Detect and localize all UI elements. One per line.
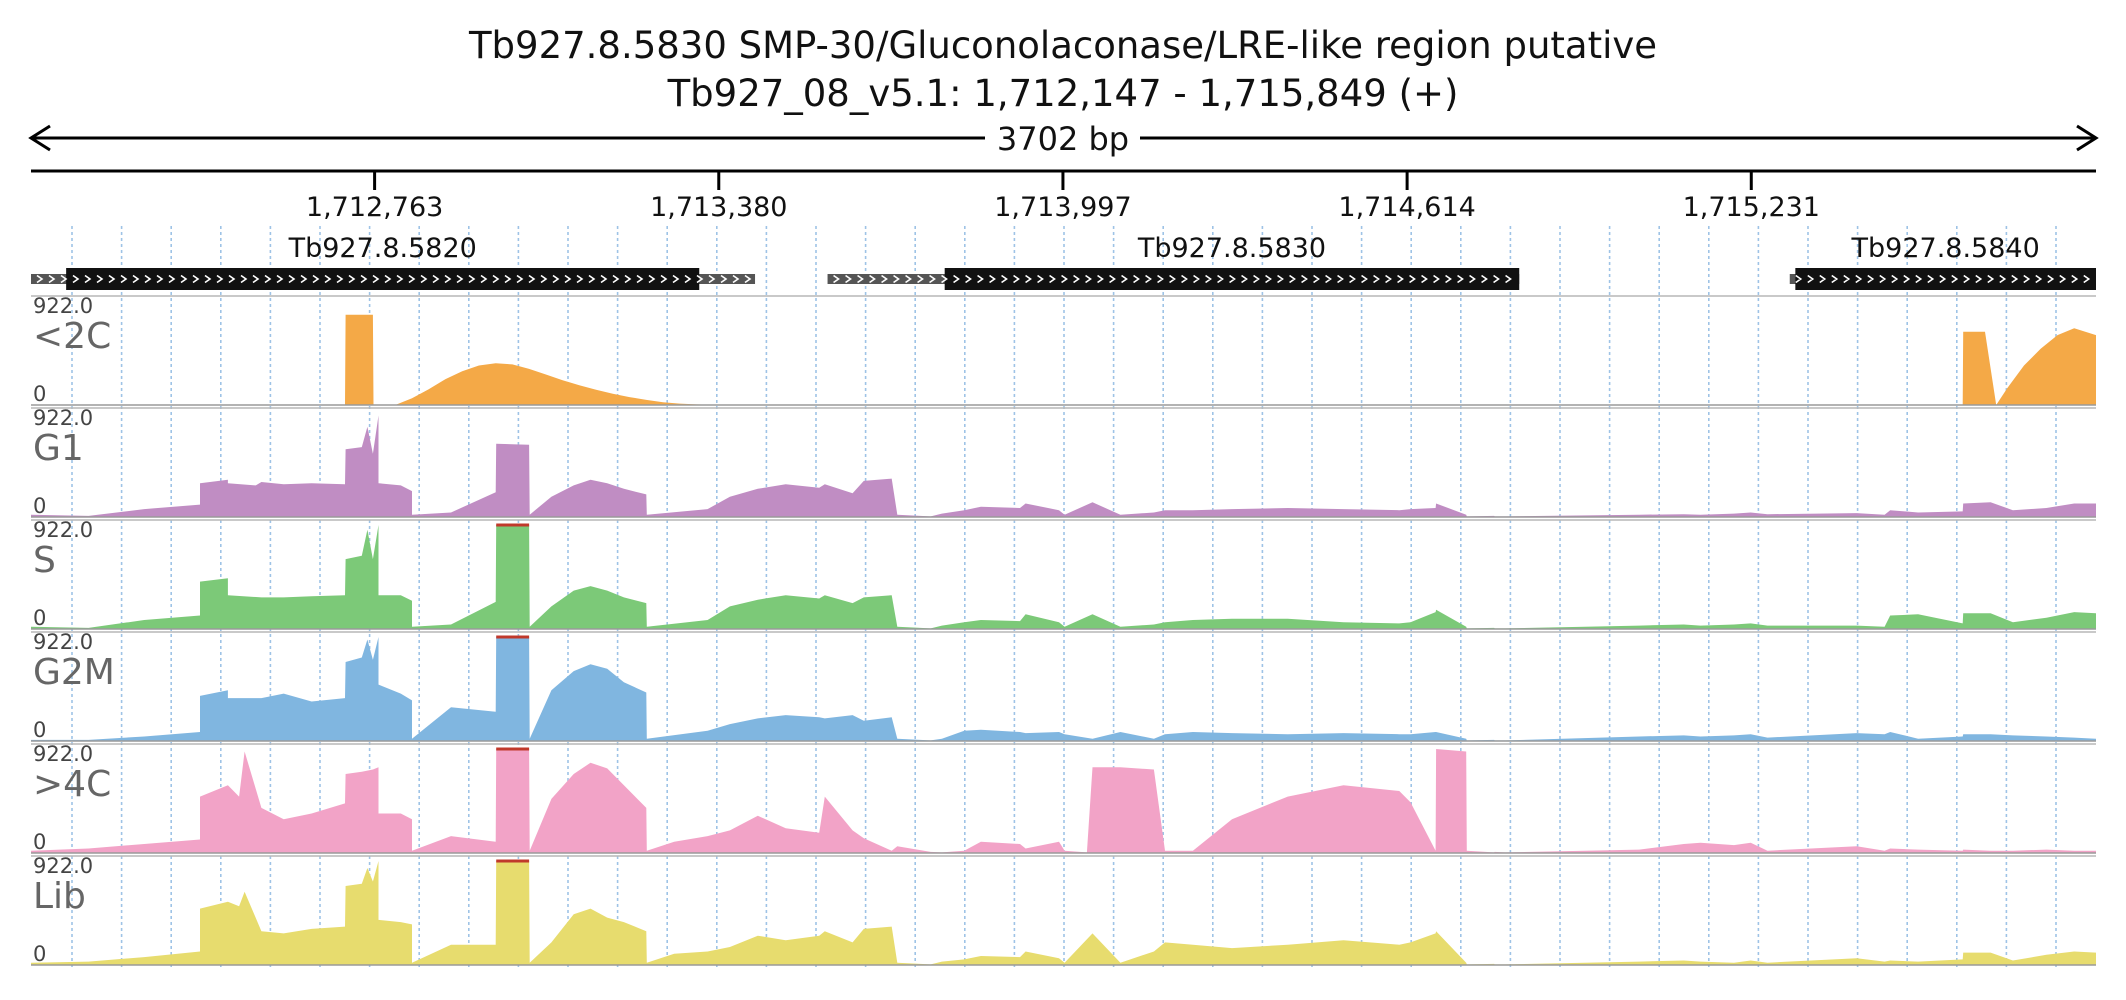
x-tick-label-1: 1,713,380 xyxy=(650,192,787,223)
track-min-label: 0 xyxy=(33,606,46,630)
track-name: G2M xyxy=(33,652,115,693)
track-min-label: 0 xyxy=(33,382,46,406)
track-1: 922.0G1 0 xyxy=(31,406,2096,518)
track-coverage-area xyxy=(31,861,2096,965)
x-tick-label-2: 1,713,997 xyxy=(994,192,1131,223)
figure-subtitle: Tb927_08_v5.1: 1,712,147 - 1,715,849 (+) xyxy=(667,72,1459,115)
x-tick-label-0: 1,712,763 xyxy=(306,192,443,223)
track-max-label: 922.0 xyxy=(33,630,93,654)
track-min-label: 0 xyxy=(33,494,46,518)
track-coverage-area xyxy=(31,525,2096,629)
gene-label: Tb927.8.5840 xyxy=(1851,233,2040,264)
gene-cds xyxy=(944,268,1520,290)
track-max-label: 922.0 xyxy=(33,518,93,542)
gene-label: Tb927.8.5830 xyxy=(1137,233,1326,264)
span-arrow-left-head xyxy=(28,124,51,152)
span-ruler: 3702 bp xyxy=(28,120,2099,158)
gene-model-0: Tb927.8.5820 xyxy=(31,233,756,290)
x-tick-label-4: 1,715,231 xyxy=(1683,192,1820,223)
gene-models: Tb927.8.5820 Tb927.8.5830 Tb927.8.5840 xyxy=(31,233,2096,290)
track-4: 922.0>4C 0 xyxy=(31,742,2096,854)
track-min-label: 0 xyxy=(33,942,46,966)
track-max-label: 922.0 xyxy=(33,406,93,430)
track-name: >4C xyxy=(33,764,111,805)
span-label: 3702 bp xyxy=(997,120,1129,158)
gene-strand-chevrons xyxy=(1795,274,2091,284)
track-coverage-area xyxy=(31,415,2096,517)
track-name: S xyxy=(33,540,56,581)
gene-label: Tb927.8.5820 xyxy=(288,233,477,264)
track-min-label: 0 xyxy=(33,830,46,854)
coverage-tracks: 922.0<2C0922.0G10922.0S0922.0G2M0922.0>4… xyxy=(31,294,2096,966)
figure-title: Tb927.8.5830 SMP-30/Gluconolaconase/LRE-… xyxy=(468,24,1657,67)
gene-strand-chevrons xyxy=(833,274,1512,284)
track-max-label: 922.0 xyxy=(33,294,93,318)
gene-model-1: Tb927.8.5830 xyxy=(827,233,1520,290)
track-min-label: 0 xyxy=(33,718,46,742)
track-coverage-area xyxy=(31,637,2096,741)
track-coverage-area xyxy=(31,749,2096,853)
track-0: 922.0<2C 0 xyxy=(31,294,2096,406)
gene-cds xyxy=(66,268,700,290)
track-2: 922.0S 0 xyxy=(31,518,2096,630)
track-max-label: 922.0 xyxy=(33,742,93,766)
x-tick-label-3: 1,714,614 xyxy=(1338,192,1475,223)
span-arrow-right-head xyxy=(2076,124,2099,152)
track-max-label: 922.0 xyxy=(33,854,93,878)
track-name: Lib xyxy=(33,876,86,917)
track-name: G1 xyxy=(33,428,84,469)
track-name: <2C xyxy=(33,316,111,357)
x-axis-ticks: 1,712,763 1,713,380 1,713,997 1,714,614 1,71… xyxy=(306,171,1820,223)
gene-strand-chevrons xyxy=(36,274,752,284)
gene-model-2: Tb927.8.5840 xyxy=(1789,233,2096,290)
track-coverage-area xyxy=(31,314,2096,405)
